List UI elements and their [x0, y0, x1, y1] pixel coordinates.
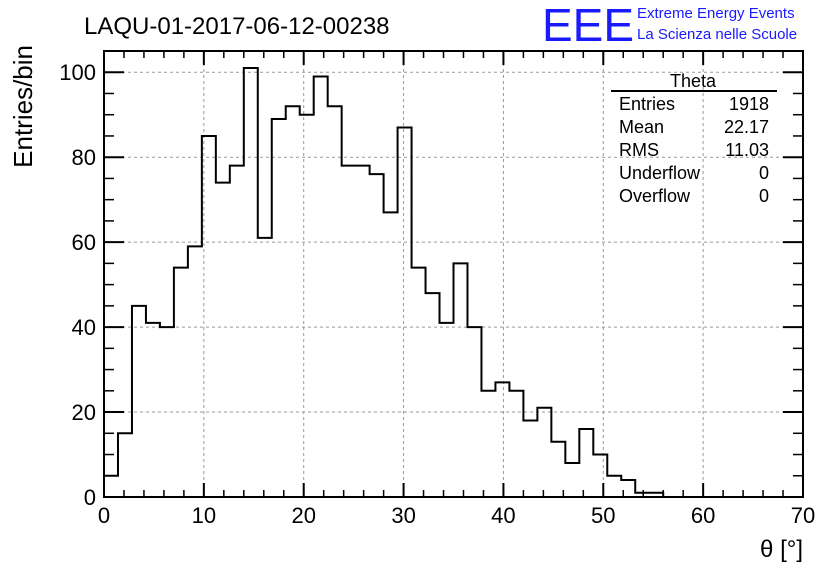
run-title: LAQU-01-2017-06-12-00238 — [84, 13, 390, 40]
x-tick-label: 30 — [391, 503, 415, 528]
histogram-series — [103, 66, 665, 497]
stats-label: Underflow — [619, 163, 701, 183]
stats-value: 1918 — [729, 94, 769, 114]
y-tick-label: 60 — [72, 230, 96, 255]
y-tick-label: 20 — [72, 400, 96, 425]
y-tick-label: 80 — [72, 145, 96, 170]
x-tick-label: 10 — [192, 503, 216, 528]
stats-label: Overflow — [619, 186, 691, 206]
y-tick-labels: 0 20 40 60 80 100 — [59, 60, 96, 510]
y-tick-label: 40 — [72, 315, 96, 340]
y-tick-label: 0 — [84, 485, 96, 510]
stats-value: 0 — [759, 163, 769, 183]
x-tick-label: 20 — [291, 503, 315, 528]
x-tick-label: 70 — [791, 503, 815, 528]
x-tick-label: 40 — [491, 503, 515, 528]
stats-box: Theta Entries 1918 Mean 22.17 RMS 11.03 Underf… — [611, 71, 777, 206]
eee-logo: EEE — [542, 0, 634, 51]
stats-title: Theta — [670, 71, 717, 91]
stats-label: RMS — [619, 140, 659, 160]
stats-label: Entries — [619, 94, 675, 114]
grid-lines — [104, 51, 803, 497]
x-tick-label: 50 — [591, 503, 615, 528]
x-tick-labels: 0 10 20 30 40 50 60 70 — [98, 503, 815, 528]
stats-value: 0 — [759, 186, 769, 206]
stats-label: Mean — [619, 117, 664, 137]
x-tick-label: 60 — [691, 503, 715, 528]
x-axis-title: θ [°] — [760, 536, 803, 563]
axis-ticks — [103, 50, 804, 498]
y-axis-title: Entries/bin — [8, 45, 38, 168]
logo-subtitle-line2: La Scienza nelle Scuole — [637, 26, 797, 43]
logo-subtitle-line1: Extreme Energy Events — [637, 5, 795, 22]
stats-value: 22.17 — [724, 117, 769, 137]
y-tick-label: 100 — [59, 60, 96, 85]
stats-value: 11.03 — [725, 140, 769, 160]
x-tick-label: 0 — [98, 503, 110, 528]
plot-frame — [103, 50, 804, 498]
